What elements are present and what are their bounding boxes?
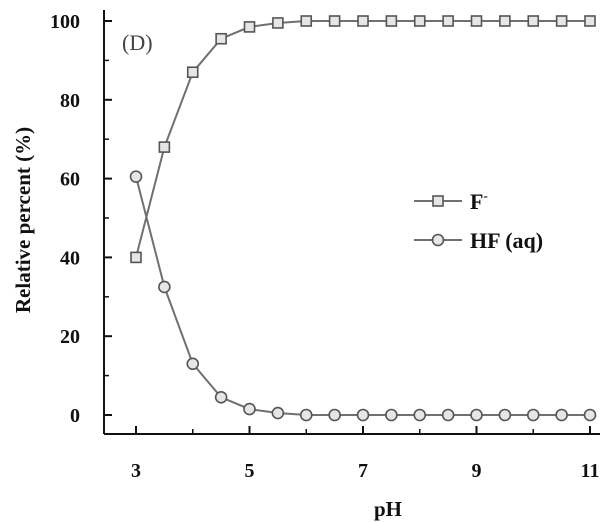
data-point-square	[470, 15, 483, 27]
data-point-circle	[243, 402, 256, 416]
data-point-circle	[526, 408, 540, 422]
data-point-circle	[271, 406, 285, 420]
y-tick-label: 0	[70, 405, 80, 427]
data-point-circle	[186, 357, 200, 371]
data-point-circle	[299, 408, 313, 422]
data-point-square	[243, 21, 256, 33]
data-point-square	[215, 32, 227, 45]
data-point-circle	[158, 280, 171, 294]
legend: F- HF (aq)	[414, 188, 543, 253]
series-layer	[129, 15, 597, 422]
data-point-circle	[214, 390, 228, 404]
data-point-circle	[583, 408, 597, 422]
data-point-square	[130, 251, 142, 264]
data-point-square	[385, 15, 398, 27]
legend-label-f: F-	[470, 188, 488, 214]
y-tick-label: 20	[60, 326, 80, 348]
data-point-square	[300, 15, 313, 27]
x-tick-label: 7	[358, 460, 368, 482]
data-point-circle	[470, 408, 483, 422]
data-point-square	[413, 15, 426, 27]
data-point-circle	[385, 408, 398, 422]
series-line-square	[135, 20, 590, 258]
series-line-circle	[135, 176, 590, 416]
data-point-square	[555, 15, 568, 27]
data-point-square	[272, 17, 284, 29]
x-axis-title: pH	[374, 497, 402, 521]
data-point-circle	[498, 408, 512, 422]
y-tick-label: 40	[60, 247, 80, 269]
data-point-square	[357, 15, 369, 27]
legend-item-hf: HF (aq)	[414, 228, 543, 253]
axes: 0 20 40 60 80 100 3 5 7 9 11	[50, 10, 600, 482]
y-tick-label: 80	[60, 90, 80, 112]
x-tick-label: 3	[131, 460, 141, 482]
x-tick-label: 9	[472, 460, 482, 482]
legend-item-f: F-	[414, 188, 488, 214]
data-point-square	[499, 15, 511, 27]
panel-label: (D)	[122, 30, 153, 55]
x-tick-label: 11	[581, 460, 600, 482]
y-axis-title: Relative percent (%)	[11, 127, 35, 313]
data-point-square	[584, 15, 596, 27]
legend-marker-square	[432, 195, 444, 207]
data-point-circle	[129, 170, 143, 183]
legend-marker-circle	[431, 233, 445, 247]
data-point-circle	[555, 408, 568, 422]
legend-label-hf: HF (aq)	[470, 228, 543, 253]
y-tick-label: 60	[60, 169, 80, 191]
data-point-circle	[413, 408, 427, 422]
x-tick-label: 5	[245, 460, 255, 482]
data-point-square	[186, 66, 199, 79]
data-point-square	[442, 15, 454, 27]
data-point-square	[328, 15, 341, 27]
data-point-circle	[441, 408, 455, 422]
data-point-circle	[328, 408, 341, 422]
data-point-square	[527, 15, 540, 27]
y-tick-label: 100	[50, 11, 80, 33]
data-point-circle	[356, 408, 370, 422]
data-point-square	[158, 141, 171, 153]
